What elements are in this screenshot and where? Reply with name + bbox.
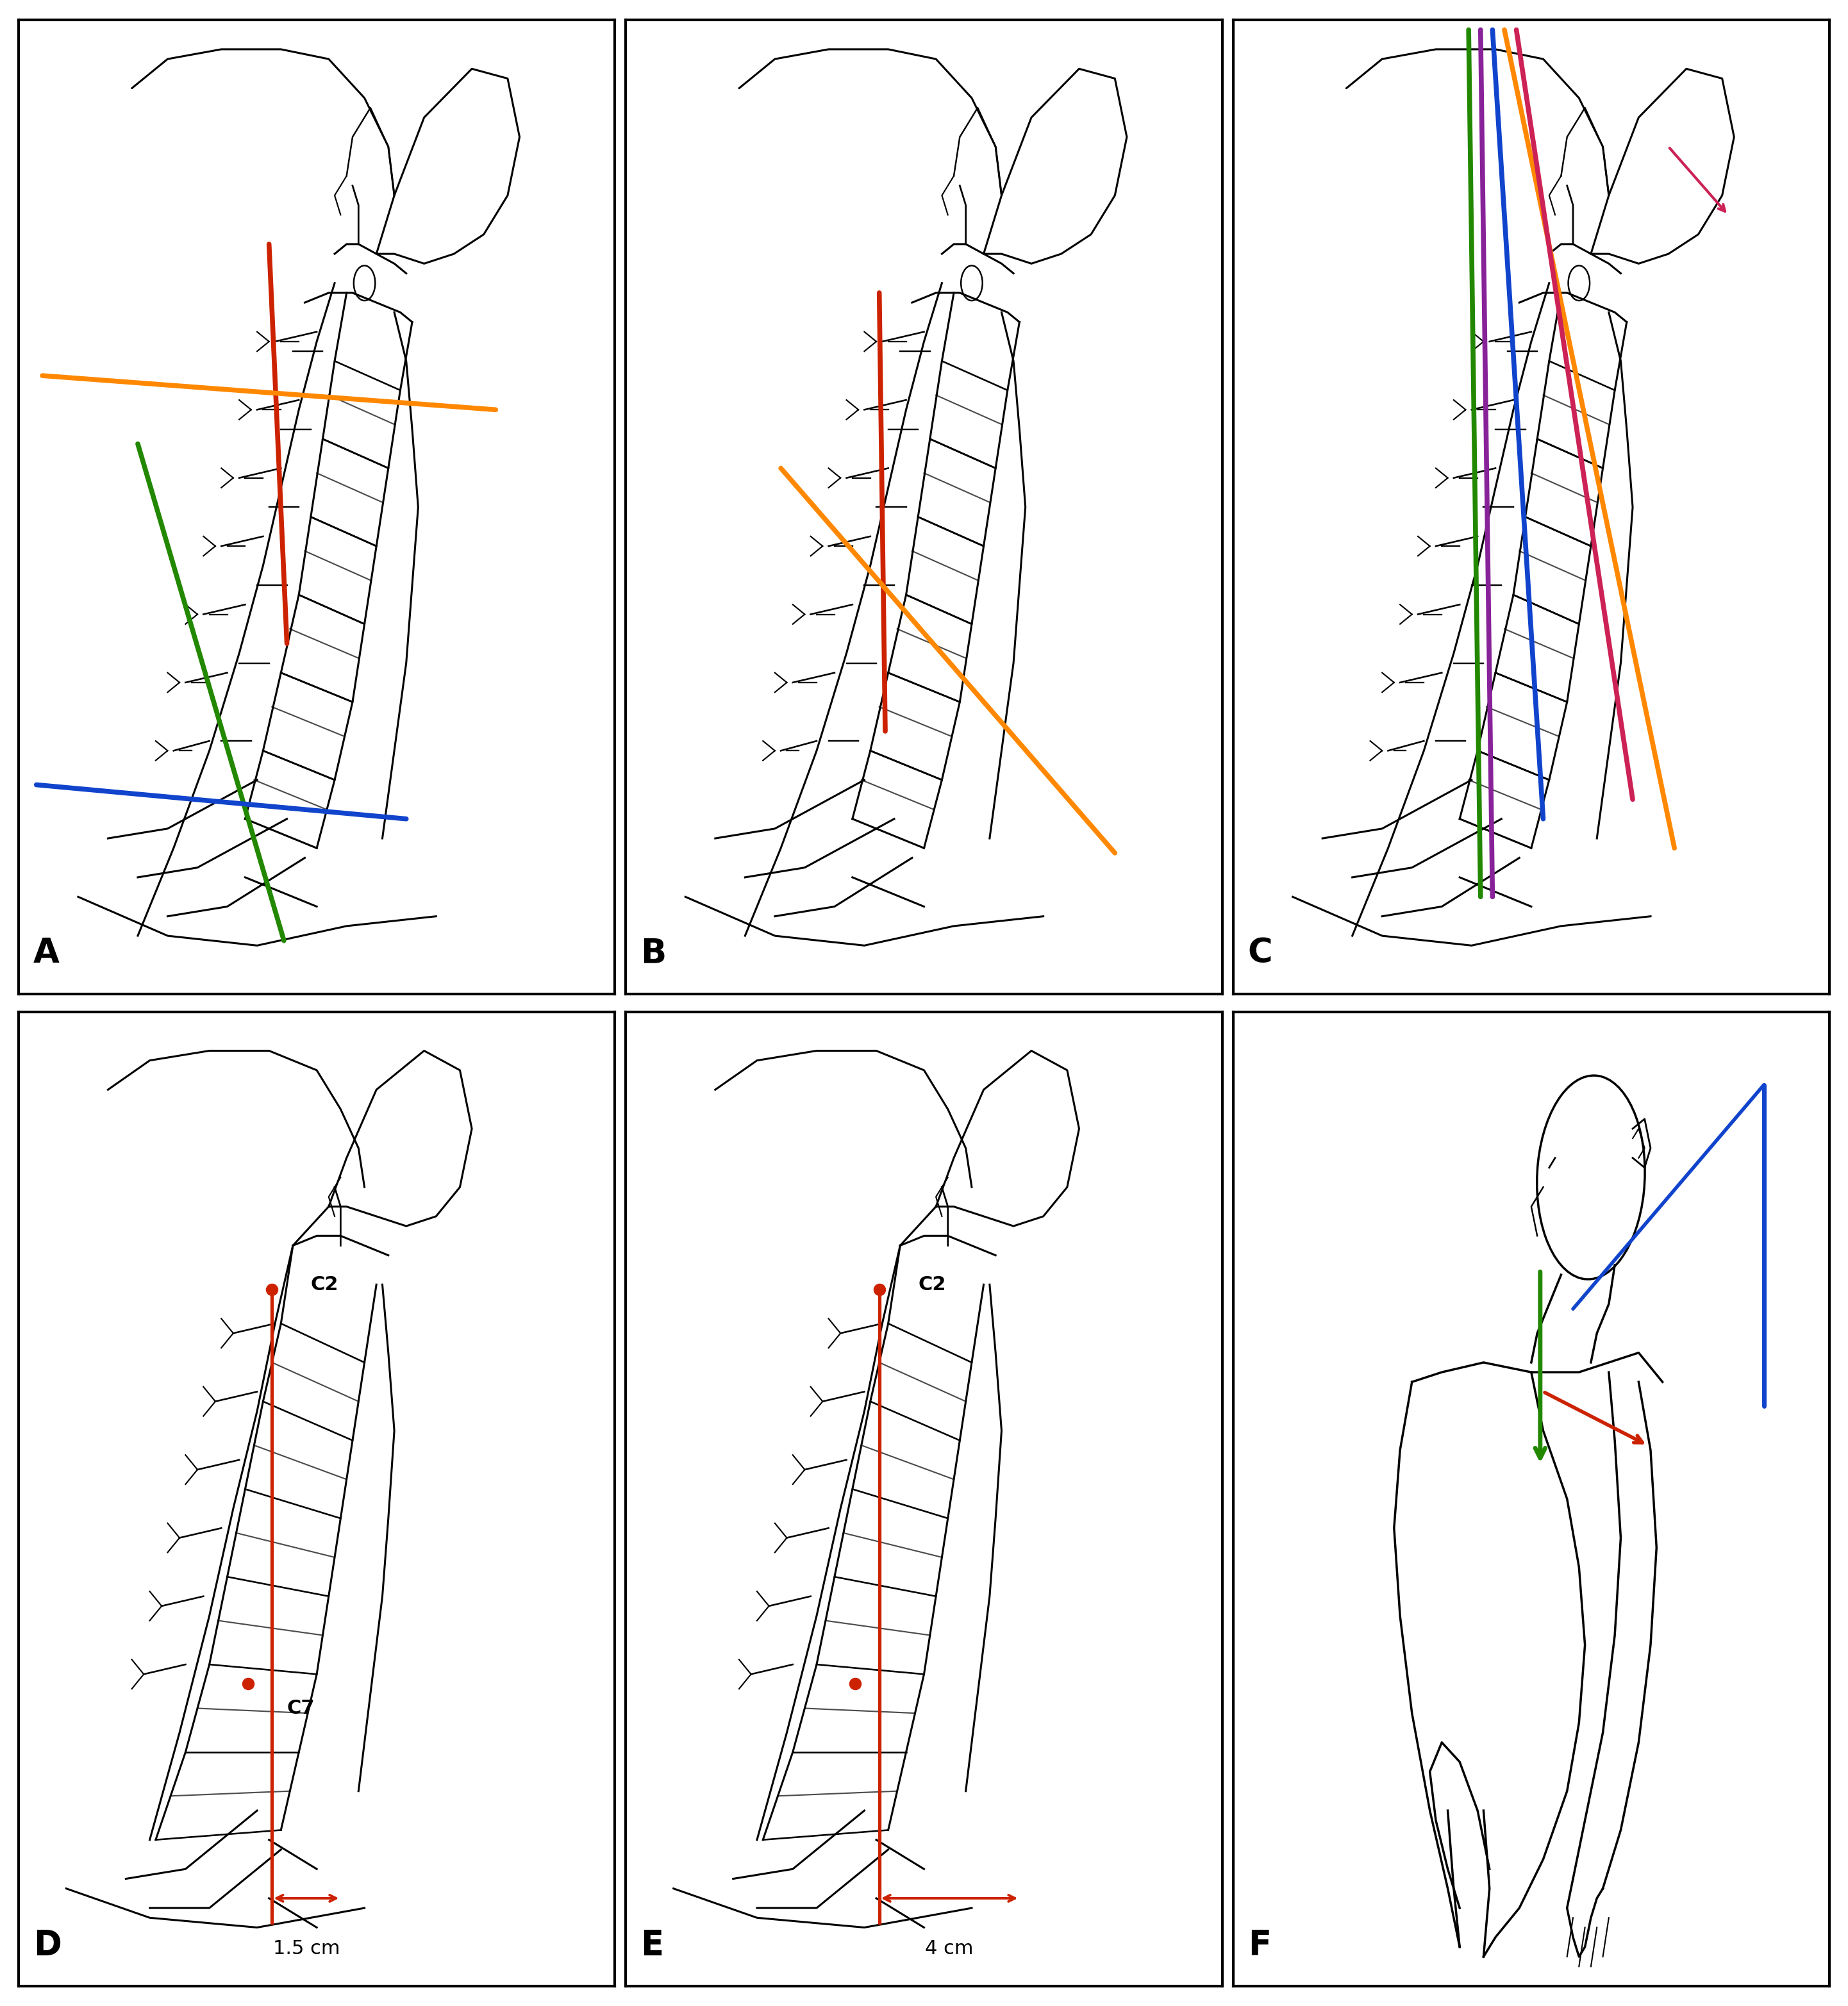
Text: D: D (33, 1928, 61, 1962)
Text: C2: C2 (918, 1276, 946, 1294)
Text: C7: C7 (286, 1699, 314, 1717)
Text: B: B (641, 937, 667, 969)
Text: 4 cm: 4 cm (926, 1940, 974, 1958)
Text: 1.5 cm: 1.5 cm (274, 1940, 340, 1958)
Text: C2: C2 (310, 1276, 338, 1294)
Text: F: F (1247, 1928, 1271, 1962)
Text: C: C (1247, 937, 1273, 969)
Text: E: E (641, 1928, 663, 1962)
Text: A: A (33, 937, 59, 969)
